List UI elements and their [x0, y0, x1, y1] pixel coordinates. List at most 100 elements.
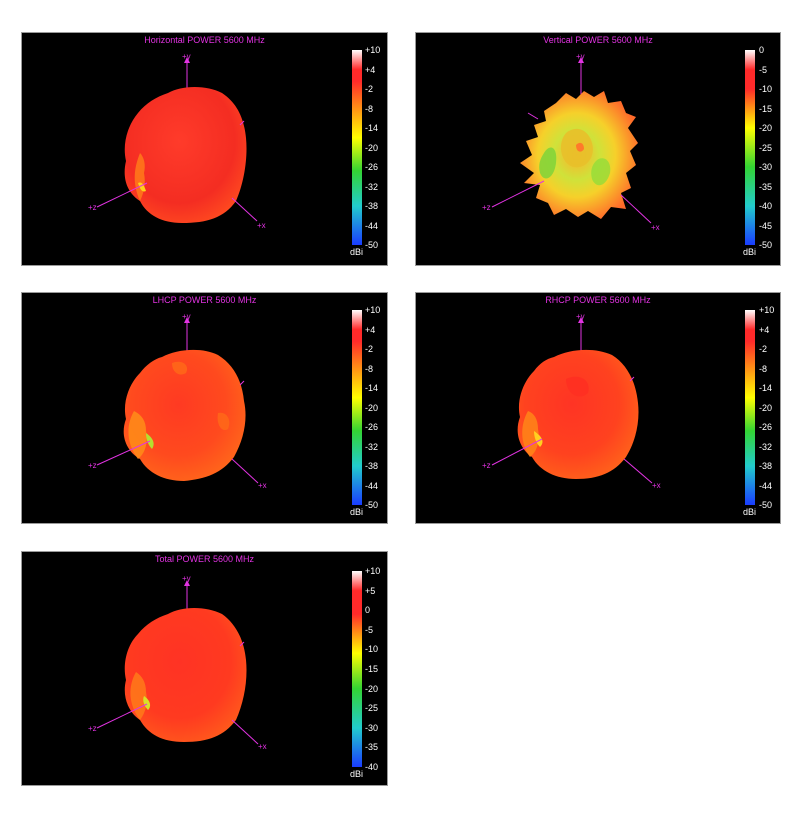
colorbar-tick: -38: [365, 201, 379, 211]
radiation-pattern-surface: [124, 608, 247, 742]
colorbar-tick: -14: [759, 383, 773, 393]
colorbar-tick: -26: [365, 162, 379, 172]
colorbar-tick: -32: [759, 441, 773, 452]
colorbar-tick: -8: [365, 103, 374, 114]
colorbar-tick: -44: [759, 480, 773, 491]
y-axis-arrow: [184, 580, 190, 586]
colorbar-tick: -50: [759, 240, 773, 250]
colorbar-tick: -30: [365, 722, 379, 733]
x-axis-label: +x: [258, 481, 267, 490]
x-axis-label: +x: [257, 221, 266, 230]
colorbar-tick: -20: [365, 683, 379, 694]
colorbar-tick: -10: [365, 644, 379, 655]
x-axis-label: +x: [652, 481, 661, 490]
colorbar-tick: -26: [759, 422, 773, 432]
x-axis-line: [231, 719, 259, 745]
axis-stub: [239, 380, 245, 386]
colorbar-unit: dBi: [350, 247, 364, 257]
pattern-shading: [566, 376, 589, 397]
radiation-pattern-plot: [96, 57, 258, 223]
colorbar-tick: -40: [365, 762, 379, 772]
colorbar-tick: -14: [365, 123, 379, 133]
z-axis-label: +z: [482, 461, 491, 470]
colorbar-tick: -20: [365, 402, 379, 413]
pattern-shading: [534, 431, 543, 447]
y-axis-label: +y: [576, 312, 585, 321]
colorbar-tick: 0: [759, 45, 765, 55]
x-axis-label: +x: [258, 742, 267, 751]
axis-stub: [239, 120, 245, 126]
z-axis-label: +z: [88, 461, 97, 470]
colorbar-tick: -50: [365, 500, 379, 510]
colorbar: [352, 50, 362, 245]
panel-title: Vertical POWER 5600 MHz: [543, 35, 653, 45]
vertical-power-panel: Vertical POWER 5600 MHz +y +z +x 0 -5 -1…: [415, 32, 781, 266]
colorbar-tick: -2: [365, 344, 374, 354]
z-axis-label: +z: [88, 724, 97, 733]
colorbar-tick: -26: [365, 422, 379, 432]
horizontal-power-panel: Horizontal POWER 5600 MHz +y +z +x +10 +…: [21, 32, 388, 266]
lhcp-power-panel: LHCP POWER 5600 MHz +y +z +x +10 +4 -2 -…: [21, 292, 388, 524]
pattern-shading: [539, 147, 557, 179]
colorbar-tick: -20: [365, 142, 379, 153]
colorbar-tick: 0: [365, 605, 371, 616]
y-axis-arrow: [578, 57, 584, 63]
colorbar-tick: -20: [759, 123, 773, 133]
z-axis-label: +z: [88, 203, 97, 212]
rhcp-power-panel: RHCP POWER 5600 MHz +y +z +x +10 +4 -2 -…: [415, 292, 781, 524]
x-axis-line: [620, 194, 652, 224]
colorbar-tick: -5: [759, 64, 768, 75]
radiation-pattern-plot: [96, 317, 259, 484]
colorbar-tick: -14: [365, 383, 379, 393]
y-axis-arrow: [578, 317, 584, 323]
radiation-pattern-plot: [96, 580, 259, 745]
y-axis-label: +y: [576, 52, 585, 61]
colorbar-unit: dBi: [350, 507, 364, 517]
colorbar-tick: -50: [759, 500, 773, 510]
colorbar-tick: -8: [759, 363, 768, 374]
z-axis-line: [491, 438, 543, 466]
z-axis-line: [96, 703, 148, 729]
y-axis-label: +y: [182, 574, 191, 583]
colorbar-tick: -25: [365, 703, 379, 714]
y-axis-label: +y: [182, 312, 191, 321]
colorbar-tick: +10: [365, 305, 381, 315]
colorbar-tick: -32: [365, 441, 379, 452]
panel-title: Total POWER 5600 MHz: [154, 554, 255, 564]
z-axis-line: [491, 180, 545, 208]
colorbar-tick: -20: [759, 402, 773, 413]
colorbar-tick: -2: [759, 344, 768, 354]
colorbar-tick: +10: [365, 45, 381, 55]
colorbar: [352, 571, 362, 767]
colorbar-unit: dBi: [350, 769, 364, 779]
panel-title: LHCP POWER 5600 MHz: [152, 295, 257, 305]
y-axis-arrow: [184, 57, 190, 63]
colorbar-tick: -38: [365, 461, 379, 471]
radiation-pattern-plot: [491, 317, 653, 484]
colorbar-tick: -38: [759, 461, 773, 471]
x-axis-line: [623, 458, 653, 484]
colorbar-tick: +4: [365, 64, 376, 75]
colorbar-tick: -44: [365, 480, 379, 491]
colorbar-tick: -2: [365, 84, 374, 94]
colorbar-tick: -10: [759, 84, 773, 94]
colorbar-tick: -5: [365, 624, 374, 635]
z-axis-line: [96, 182, 148, 208]
colorbar-tick: -40: [759, 201, 773, 211]
colorbar: [745, 50, 755, 245]
colorbar: [352, 310, 362, 505]
z-axis-label: +z: [482, 203, 491, 212]
colorbar-tick: +5: [365, 585, 376, 596]
colorbar-tick: +10: [365, 566, 381, 576]
y-axis-arrow: [184, 317, 190, 323]
colorbar-tick: +10: [759, 305, 775, 315]
colorbar-tick: -50: [365, 240, 379, 250]
colorbar-tick: -35: [365, 742, 379, 753]
pattern-shading: [128, 411, 147, 459]
colorbar-unit: dBi: [743, 507, 757, 517]
colorbar-tick: -45: [759, 220, 773, 231]
y-axis-label: +y: [182, 52, 191, 61]
colorbar-tick: -32: [365, 181, 379, 192]
axis-stub: [527, 112, 539, 120]
pattern-shading: [172, 361, 188, 375]
